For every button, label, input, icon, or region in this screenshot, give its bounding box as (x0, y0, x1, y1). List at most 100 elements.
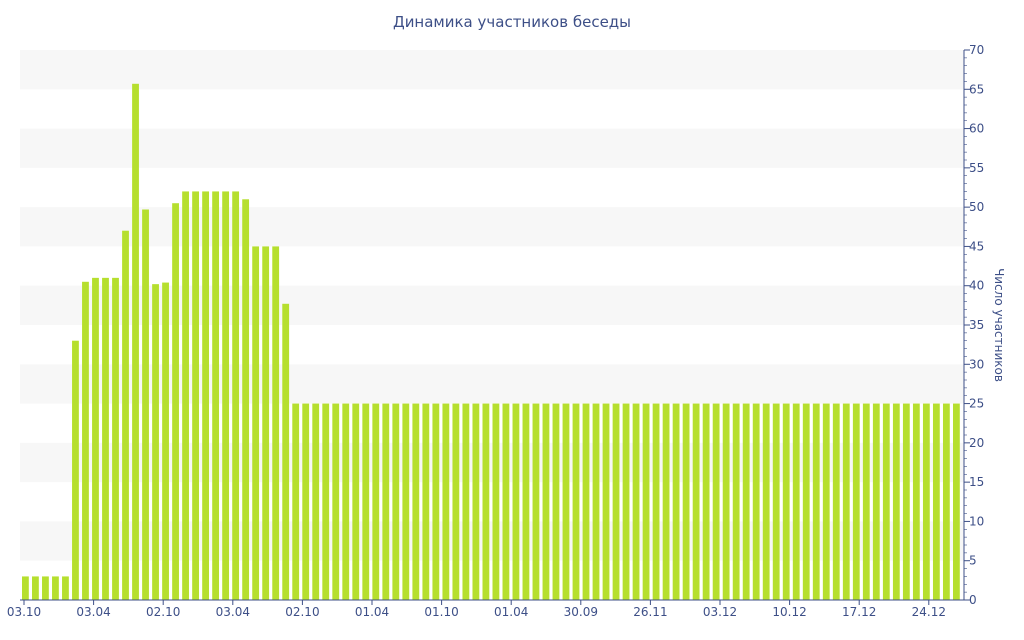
bar (822, 403, 830, 600)
bar (62, 576, 69, 600)
bar (242, 199, 250, 601)
bar (492, 403, 500, 600)
bar (812, 403, 820, 600)
bar (722, 403, 730, 600)
bar (312, 403, 320, 600)
y-axis-title: Число участников (992, 268, 1006, 382)
x-tick-label: 03.12 (703, 605, 737, 619)
bar (282, 303, 290, 600)
y-tick-label: 65 (969, 82, 984, 96)
bar (642, 403, 650, 600)
bar (682, 403, 690, 600)
grid-band (20, 285, 964, 325)
bar (652, 403, 660, 600)
bar (562, 403, 570, 600)
bar (692, 403, 700, 600)
bar (142, 209, 149, 600)
y-tick-label: 10 (969, 514, 984, 528)
chart-title: Динамика участников беседы (392, 13, 632, 31)
bar (782, 403, 790, 600)
bar (702, 403, 710, 600)
bar (32, 576, 39, 600)
bar (792, 403, 800, 600)
y-tick-label: 35 (969, 318, 984, 332)
bar (92, 277, 99, 600)
bar (752, 403, 760, 600)
bar (112, 277, 119, 600)
grid-band (20, 207, 964, 247)
y-tick-label: 50 (969, 200, 984, 214)
bar (432, 403, 440, 600)
bar (632, 403, 640, 600)
bar (902, 403, 910, 600)
bar (672, 403, 680, 600)
x-tick-label: 01.04 (355, 605, 389, 619)
bar (262, 246, 270, 600)
bar (872, 403, 880, 600)
y-tick-label: 25 (969, 397, 984, 411)
bar (892, 403, 900, 600)
x-tick-label: 24.12 (912, 605, 946, 619)
x-tick-label: 01.04 (494, 605, 528, 619)
bar (832, 403, 840, 600)
grid-band (20, 364, 964, 404)
bar (862, 403, 870, 600)
x-tick-label: 17.12 (842, 605, 876, 619)
grid-band (20, 442, 964, 483)
bar (612, 403, 620, 600)
bar (542, 403, 550, 600)
y-tick-label: 70 (969, 43, 984, 57)
bar (512, 403, 520, 600)
x-tick-label: 03.04 (76, 605, 110, 619)
bar (622, 403, 630, 600)
y-tick-label: 20 (969, 436, 984, 450)
bar (232, 191, 240, 600)
x-tick-label: 03.10 (7, 605, 41, 619)
bar (762, 403, 770, 600)
bar (132, 83, 139, 601)
x-tick-label: 02.10 (146, 605, 180, 619)
bar (42, 576, 49, 600)
bar (182, 191, 189, 600)
y-tick-label: 40 (969, 279, 984, 293)
bar (712, 403, 720, 600)
grid-band (20, 521, 964, 561)
y-tick-label: 0 (969, 593, 977, 607)
x-tick-label: 01.10 (424, 605, 458, 619)
bar (22, 576, 29, 600)
bar (882, 403, 890, 600)
y-tick-label: 5 (969, 554, 977, 568)
bar (592, 403, 600, 600)
bar (522, 403, 530, 600)
bar (912, 403, 920, 600)
bars (22, 83, 960, 601)
bar (772, 403, 780, 600)
bar (472, 403, 480, 600)
bar (272, 246, 280, 600)
bar (452, 403, 460, 600)
bar (82, 281, 89, 600)
bar (942, 403, 950, 600)
y-tick-label: 55 (969, 161, 984, 175)
bar (212, 191, 220, 600)
bar (72, 340, 79, 600)
bar (532, 403, 540, 600)
grid-band (20, 50, 964, 90)
bar (322, 403, 330, 600)
bar (582, 403, 590, 600)
x-axis: 03.10 03.04 02.10 03.04 02.10 01.04 01.10 01.04… (7, 599, 964, 619)
bar (602, 403, 610, 600)
y-tick-label: 60 (969, 122, 984, 136)
bar (252, 246, 260, 600)
bar (402, 403, 410, 600)
bar (952, 403, 960, 600)
bar (852, 403, 860, 600)
bar (392, 403, 400, 600)
bar (572, 403, 580, 600)
x-tick-label: 03.04 (216, 605, 250, 619)
y-axis: 0 5 10 15 20 25 30 35 40 45 50 55 60 65 70 (963, 43, 984, 607)
bar (482, 403, 490, 600)
bar (382, 403, 390, 600)
bar (302, 403, 310, 600)
